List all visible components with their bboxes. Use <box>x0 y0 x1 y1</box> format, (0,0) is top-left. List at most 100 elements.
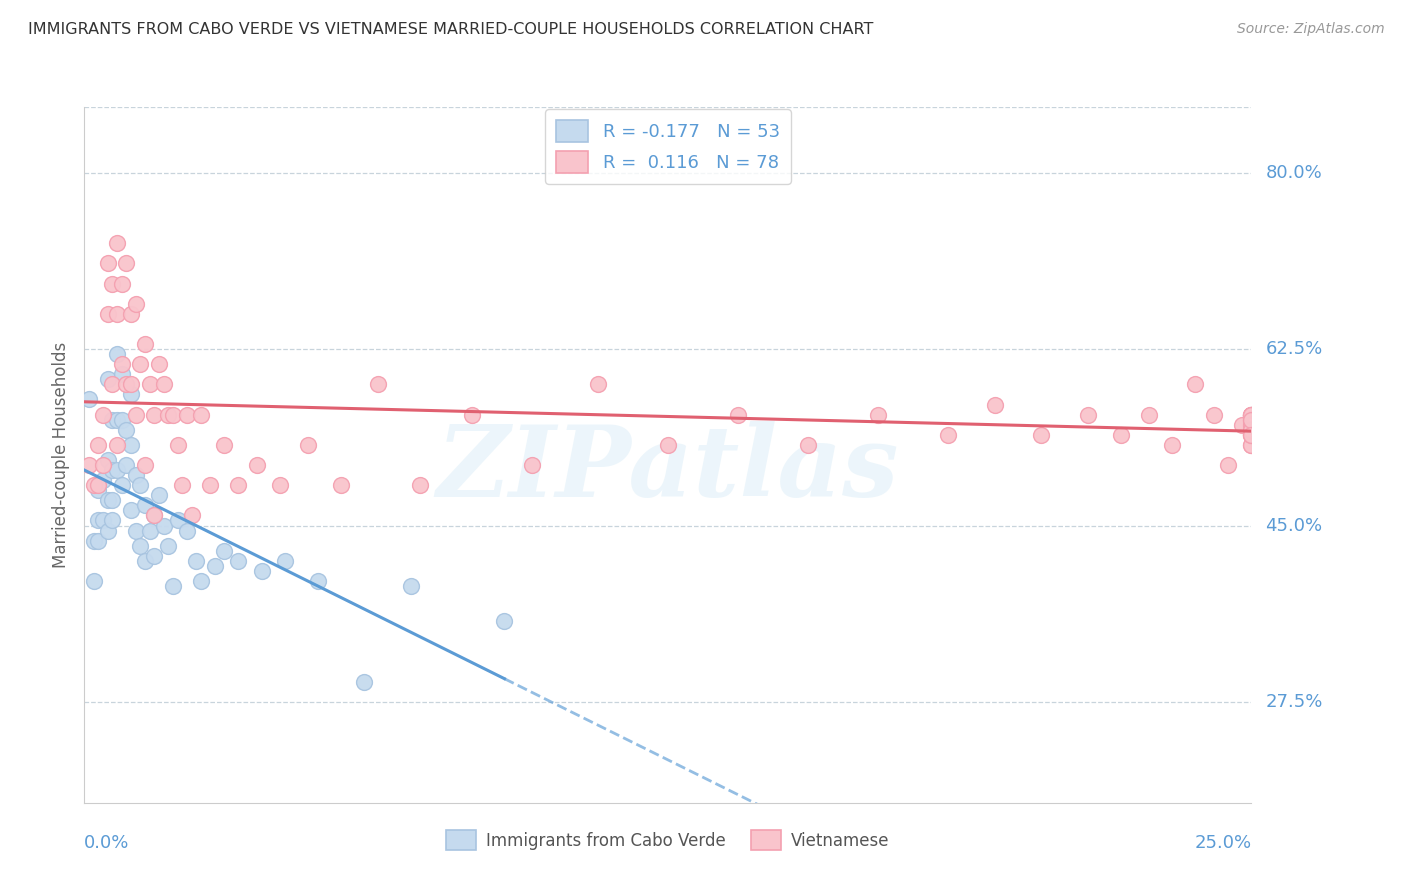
Point <box>1240 438 1263 452</box>
Point <box>353 674 375 689</box>
Point <box>134 554 156 568</box>
Point <box>228 554 250 568</box>
Point <box>461 408 484 422</box>
Point <box>1240 417 1263 432</box>
Point <box>120 503 142 517</box>
Point <box>1184 377 1206 392</box>
Point <box>367 377 389 392</box>
Point <box>148 357 170 371</box>
Point <box>1240 412 1263 426</box>
Point <box>77 392 100 407</box>
Point <box>125 524 148 538</box>
Point <box>87 483 110 498</box>
Point <box>111 478 134 492</box>
Point <box>129 357 152 371</box>
Point <box>87 478 110 492</box>
Point <box>307 574 329 588</box>
Point <box>190 408 212 422</box>
Point <box>162 579 184 593</box>
Point <box>143 408 166 422</box>
Point <box>1240 408 1263 422</box>
Point <box>97 307 120 321</box>
Point <box>274 554 297 568</box>
Point <box>138 377 160 392</box>
Point <box>1240 423 1263 437</box>
Point <box>166 513 188 527</box>
Point <box>1240 412 1263 426</box>
Point <box>125 468 148 483</box>
Point <box>657 438 679 452</box>
Point <box>97 524 120 538</box>
Point <box>87 513 110 527</box>
Point <box>129 539 152 553</box>
Point <box>105 347 128 361</box>
Point <box>214 543 236 558</box>
Point <box>269 478 291 492</box>
Point <box>105 412 128 426</box>
Point <box>91 408 114 422</box>
Point <box>111 277 134 291</box>
Point <box>1077 408 1099 422</box>
Point <box>330 478 353 492</box>
Point <box>125 296 148 310</box>
Point <box>91 473 114 487</box>
Point <box>148 488 170 502</box>
Point <box>134 499 156 513</box>
Text: 0.0%: 0.0% <box>84 834 129 852</box>
Point <box>1240 408 1263 422</box>
Point <box>1240 427 1263 442</box>
Point <box>172 478 194 492</box>
Point <box>176 524 198 538</box>
Point <box>522 458 544 472</box>
Point <box>101 377 124 392</box>
Point <box>162 408 184 422</box>
Point <box>1161 438 1184 452</box>
Point <box>91 458 114 472</box>
Point <box>186 554 208 568</box>
Point <box>494 615 516 629</box>
Point <box>228 478 250 492</box>
Text: 25.0%: 25.0% <box>1194 834 1251 852</box>
Point <box>1240 408 1263 422</box>
Point <box>727 408 749 422</box>
Text: Source: ZipAtlas.com: Source: ZipAtlas.com <box>1237 22 1385 37</box>
Text: 27.5%: 27.5% <box>1265 693 1323 711</box>
Point <box>143 549 166 563</box>
Point <box>214 438 236 452</box>
Point <box>134 337 156 351</box>
Point <box>200 478 222 492</box>
Point <box>143 508 166 523</box>
Point <box>115 377 138 392</box>
Point <box>586 377 609 392</box>
Point <box>101 513 124 527</box>
Point <box>409 478 432 492</box>
Point <box>97 493 120 508</box>
Point <box>152 518 174 533</box>
Point <box>115 458 138 472</box>
Text: 45.0%: 45.0% <box>1265 516 1323 534</box>
Point <box>1216 458 1239 472</box>
Point <box>101 493 124 508</box>
Point <box>983 397 1005 411</box>
Point <box>111 412 134 426</box>
Point <box>105 438 128 452</box>
Point <box>152 377 174 392</box>
Point <box>1202 408 1225 422</box>
Text: 80.0%: 80.0% <box>1265 163 1322 182</box>
Point <box>120 307 142 321</box>
Point <box>399 579 422 593</box>
Point <box>1240 408 1263 422</box>
Y-axis label: Married-couple Households: Married-couple Households <box>52 342 70 568</box>
Legend: Immigrants from Cabo Verde, Vietnamese: Immigrants from Cabo Verde, Vietnamese <box>440 823 896 857</box>
Point <box>101 277 124 291</box>
Point <box>111 357 134 371</box>
Point <box>1031 427 1053 442</box>
Point <box>297 438 319 452</box>
Point <box>166 438 188 452</box>
Point <box>105 463 128 477</box>
Point <box>134 458 156 472</box>
Point <box>190 574 212 588</box>
Point <box>97 372 120 386</box>
Point <box>83 574 105 588</box>
Point <box>1240 408 1263 422</box>
